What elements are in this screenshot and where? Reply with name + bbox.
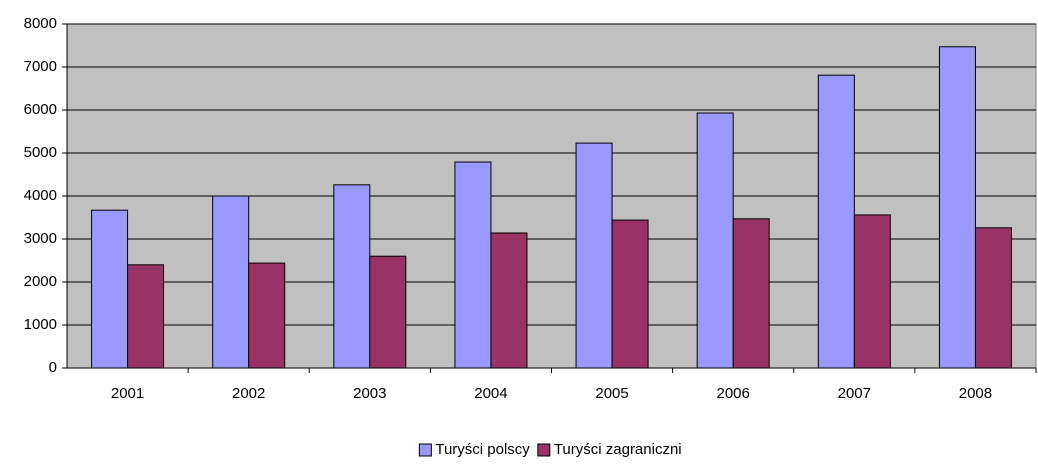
bar (611, 219, 649, 369)
x-tick-label: 2004 (474, 385, 507, 402)
x-tick-label: 2002 (232, 385, 265, 402)
bar (938, 46, 976, 369)
bar (333, 184, 371, 369)
x-tick-label: 2006 (717, 385, 750, 402)
legend-swatch (418, 443, 432, 457)
x-tick-label: 2003 (353, 385, 386, 402)
bar (696, 112, 734, 369)
bar (974, 227, 1012, 369)
y-tick-label: 8000 (24, 15, 57, 32)
y-tick-label: 0 (49, 359, 57, 376)
x-tick-label: 2001 (111, 385, 144, 402)
y-tick-label: 6000 (24, 101, 57, 118)
bar (575, 142, 613, 369)
y-tick-label: 1000 (24, 316, 57, 333)
y-tick-label: 3000 (24, 230, 57, 247)
y-tick-label: 5000 (24, 144, 57, 161)
bar (127, 264, 165, 369)
bar (212, 195, 250, 369)
y-tick-label: 2000 (24, 273, 57, 290)
bar (732, 218, 770, 369)
bar (369, 255, 407, 369)
bar (454, 161, 492, 369)
bar (91, 209, 129, 369)
bar (248, 262, 286, 369)
legend-swatch (537, 443, 551, 457)
bar (490, 232, 528, 369)
x-tick-label: 2007 (838, 385, 871, 402)
bar (817, 74, 855, 369)
y-tick-label: 7000 (24, 58, 57, 75)
y-tick-label: 4000 (24, 187, 57, 204)
legend-label: Turyści zagraniczni (554, 441, 682, 458)
x-tick-label: 2008 (959, 385, 992, 402)
x-tick-label: 2005 (595, 385, 628, 402)
bar (853, 214, 891, 369)
legend-label: Turyści polscy (435, 441, 530, 458)
